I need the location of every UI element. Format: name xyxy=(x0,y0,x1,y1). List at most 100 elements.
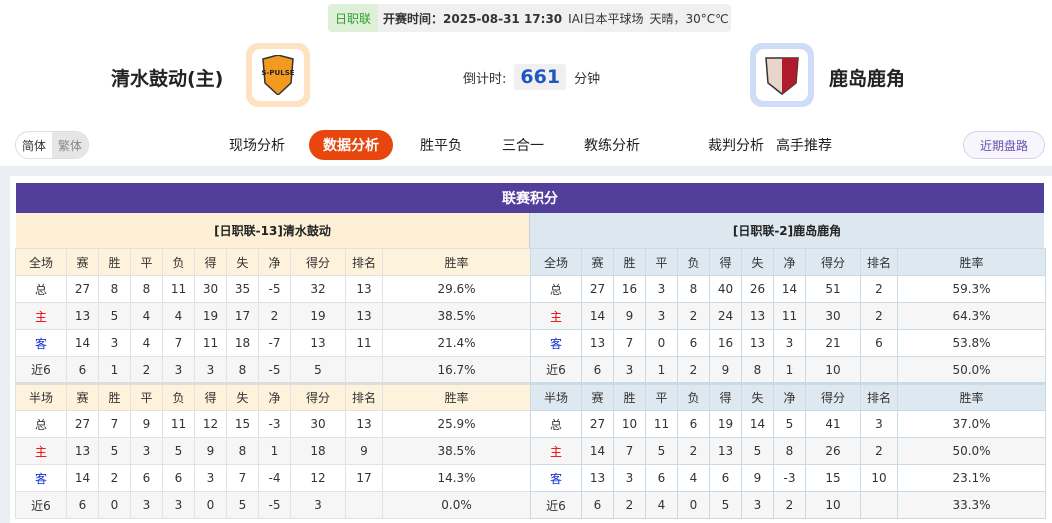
period-label: 半场 xyxy=(15,382,67,411)
stat-cell: 6 xyxy=(66,356,99,384)
stat-cell: 9 xyxy=(709,356,742,384)
lang-simplified[interactable]: 简体 xyxy=(22,138,47,153)
stat-cell: 6 xyxy=(677,329,710,357)
lang-traditional[interactable]: 繁体 xyxy=(52,132,89,158)
row-label: 客 xyxy=(530,464,582,492)
stat-cell: 10 xyxy=(860,464,898,492)
column-header: 赛 xyxy=(66,382,99,411)
row-label: 近6 xyxy=(15,491,67,519)
stat-cell: 19 xyxy=(709,410,742,438)
stat-cell: 3 xyxy=(130,437,163,465)
stat-cell: 8 xyxy=(98,275,131,303)
full-header-row: 全场赛胜平负得失净得分 排名 胜率 xyxy=(530,248,1046,276)
table-row: 主 14 7 5 2 13 5 8 26 2 50.0% xyxy=(530,437,1046,465)
stat-cell: 18 xyxy=(290,437,346,465)
stat-cell: 6 xyxy=(645,464,678,492)
stat-cell: 13 xyxy=(345,302,383,330)
tab-2[interactable]: 胜平负 xyxy=(420,138,462,154)
row-label: 客 xyxy=(15,329,67,357)
stat-cell: 38.5% xyxy=(382,302,531,330)
home-team-logo: S-PULSE xyxy=(246,43,310,107)
stat-cell: 2 xyxy=(860,275,898,303)
tab-1[interactable]: 数据分析 xyxy=(309,130,393,160)
column-header: 净 xyxy=(773,248,806,276)
home-team-name: 清水鼓动(主) xyxy=(111,68,224,90)
period-label: 全场 xyxy=(530,248,582,276)
stat-cell: 25.9% xyxy=(382,410,531,438)
tab-4[interactable]: 教练分析 xyxy=(584,138,640,154)
row-label: 近6 xyxy=(530,491,582,519)
column-header: 胜率 xyxy=(382,248,531,276)
stat-cell: 6 xyxy=(677,410,710,438)
stat-cell: 1 xyxy=(773,356,806,384)
stat-cell: 14 xyxy=(773,275,806,303)
row-label: 主 xyxy=(15,302,67,330)
away-team-name: 鹿岛鹿角 xyxy=(829,68,906,90)
match-info-bar: 日职联 开赛时间：2025-08-31 17:30 IAI日本平球场 天晴，30… xyxy=(328,4,731,32)
tab-6[interactable]: 高手推荐 xyxy=(776,138,832,154)
stat-cell: 0 xyxy=(645,329,678,357)
table-row: 客 13 3 6 4 6 9 -3 15 10 23.1% xyxy=(530,464,1046,492)
stat-cell: 17 xyxy=(226,302,259,330)
stat-cell: 0 xyxy=(98,491,131,519)
table-row: 总 27 7 9 11 12 15 -3 30 13 25.9% xyxy=(15,410,531,438)
stat-cell: 29.6% xyxy=(382,275,531,303)
stat-cell: 5 xyxy=(98,302,131,330)
stat-cell: 0 xyxy=(194,491,227,519)
stat-cell: 27 xyxy=(581,410,614,438)
column-header: 得分 xyxy=(805,248,861,276)
table-row: 主 13 5 3 5 9 8 1 18 9 38.5% xyxy=(15,437,531,465)
stat-cell: 3 xyxy=(194,356,227,384)
column-header: 平 xyxy=(645,382,678,411)
column-header: 负 xyxy=(162,248,195,276)
column-header: 胜率 xyxy=(897,382,1046,411)
row-label: 主 xyxy=(15,437,67,465)
stat-cell: 6 xyxy=(860,329,898,357)
row-label: 近6 xyxy=(530,356,582,384)
stat-cell: -5 xyxy=(258,491,291,519)
tab-3[interactable]: 三合一 xyxy=(502,138,544,154)
table-row: 总 27 16 3 8 40 26 14 51 2 59.3% xyxy=(530,275,1046,303)
tab-5[interactable]: 裁判分析 xyxy=(708,138,764,154)
column-header: 得分 xyxy=(290,248,346,276)
stat-cell: 15 xyxy=(805,464,861,492)
stat-cell: 7 xyxy=(613,329,646,357)
column-header: 负 xyxy=(677,382,710,411)
stat-cell: 19 xyxy=(194,302,227,330)
column-header: 负 xyxy=(162,382,195,411)
stat-cell: 37.0% xyxy=(897,410,1046,438)
countdown-label: 倒计时: xyxy=(463,71,507,87)
countdown: 倒计时: 661 分钟 xyxy=(463,64,600,90)
stat-cell: 5 xyxy=(645,437,678,465)
column-header: 失 xyxy=(226,248,259,276)
column-header: 胜 xyxy=(613,248,646,276)
stat-cell: 5 xyxy=(290,356,346,384)
column-header: 胜率 xyxy=(897,248,1046,276)
period-label: 半场 xyxy=(530,382,582,411)
stat-cell: 6 xyxy=(162,464,195,492)
stat-cell: 3 xyxy=(613,464,646,492)
stat-cell: 13 xyxy=(581,464,614,492)
tab-0[interactable]: 现场分析 xyxy=(229,138,285,154)
stat-cell: 2 xyxy=(860,302,898,330)
language-toggle[interactable]: 简体 繁体 xyxy=(15,131,90,159)
stat-cell: 13 xyxy=(66,302,99,330)
table-row: 近6 6 0 3 3 0 5 -5 3 0.0% xyxy=(15,491,531,519)
stat-cell: 11 xyxy=(345,329,383,357)
column-header: 赛 xyxy=(581,248,614,276)
stat-cell: 30 xyxy=(805,302,861,330)
section-title: 联赛积分 xyxy=(16,183,1044,213)
recent-handicap-button[interactable]: 近期盘路 xyxy=(963,131,1045,159)
away-table-title: [日职联-2]鹿岛鹿角 xyxy=(530,213,1044,248)
column-header: 得 xyxy=(709,248,742,276)
stat-cell: 38.5% xyxy=(382,437,531,465)
stat-cell: 16 xyxy=(709,329,742,357)
league-badge: 日职联 xyxy=(328,4,379,32)
column-header: 失 xyxy=(226,382,259,411)
stat-cell: 4 xyxy=(677,464,710,492)
stat-cell: 64.3% xyxy=(897,302,1046,330)
table-row: 客 13 7 0 6 16 13 3 21 6 53.8% xyxy=(530,329,1046,357)
stat-cell xyxy=(345,356,383,384)
kickoff-time: 开赛时间：2025-08-31 17:30 xyxy=(383,11,563,26)
stat-cell: 21 xyxy=(805,329,861,357)
